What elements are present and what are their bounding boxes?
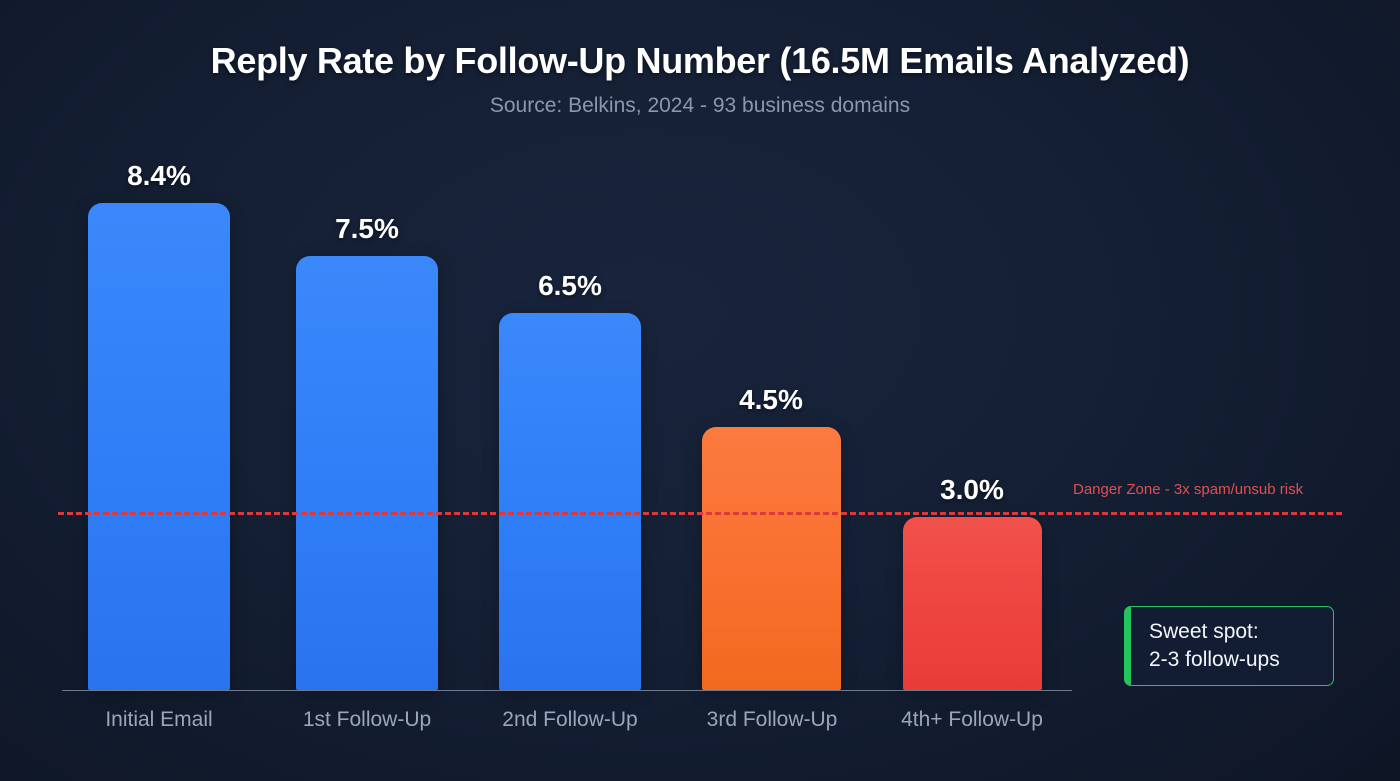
bar-value-label: 6.5% — [538, 270, 602, 301]
category-label-4th-plus-follow-up: 4th+ Follow-Up — [901, 708, 1043, 731]
sweet-spot-callout-line-1: Sweet spot: — [1149, 620, 1259, 644]
chart-header: Reply Rate by Follow-Up Number (16.5M Em… — [0, 0, 1400, 119]
sweet-spot-callout: Sweet spot: 2-3 follow-ups — [1124, 606, 1334, 686]
category-label-1st-follow-up: 1st Follow-Up — [302, 708, 432, 731]
page-title: Reply Rate by Follow-Up Number (16.5M Em… — [210, 40, 1190, 81]
x-axis-baseline — [62, 690, 1072, 691]
bar-2nd-follow-up[interactable] — [499, 313, 641, 690]
bar-value-label: 3.0% — [940, 474, 1004, 505]
category-label-initial-email: Initial Email — [105, 708, 213, 731]
category-label-2nd-follow-up: 2nd Follow-Up — [502, 708, 638, 731]
bar-1st-follow-up[interactable] — [296, 256, 438, 690]
danger-zone-threshold-line — [58, 512, 1342, 515]
chart-subtitle: Source: Belkins, 2024 - 93 business doma… — [489, 94, 911, 118]
danger-zone-label: Danger Zone - 3x spam/unsub risk — [1073, 481, 1304, 498]
bar-value-label: 7.5% — [335, 213, 399, 244]
bar-3rd-follow-up[interactable] — [702, 427, 841, 690]
bar-value-label: 8.4% — [127, 160, 191, 191]
bar-4th-plus-follow-up[interactable] — [903, 517, 1042, 690]
bar-value-label: 4.5% — [739, 384, 803, 415]
bar-initial-email[interactable] — [88, 203, 230, 690]
sweet-spot-callout-line-2: 2-3 follow-ups — [1149, 648, 1280, 671]
category-label-3rd-follow-up: 3rd Follow-Up — [706, 708, 838, 731]
